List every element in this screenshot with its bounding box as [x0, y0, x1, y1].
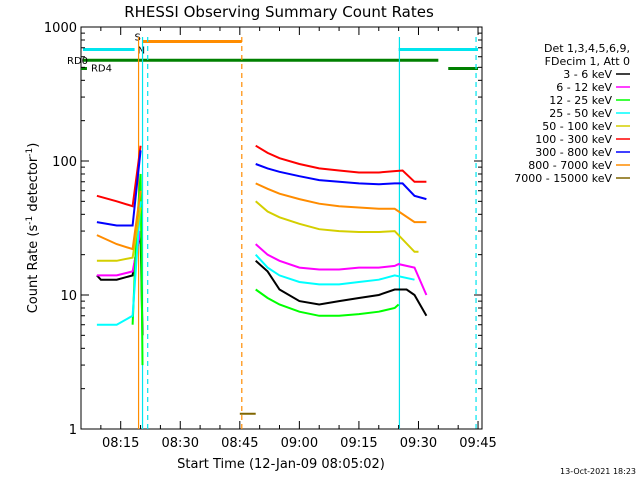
flag-label-rd0: RD0: [67, 56, 88, 67]
x-tick-label: 09:30: [400, 436, 437, 451]
x-tick-label: 09:15: [340, 436, 377, 451]
plot-timestamp: 13-Oct-2021 18:23: [560, 467, 636, 476]
series-line-0-b: [255, 260, 428, 317]
series-line-2-b: [255, 288, 400, 317]
y-axis-label: Count Rate (s-1 detector-1): [25, 143, 41, 314]
y-tick-label: 100: [52, 155, 77, 170]
y-tick-label: 1000: [44, 21, 77, 36]
series-line-6: [96, 150, 142, 227]
legend-entry-label: 12 - 25 keV: [549, 94, 612, 107]
legend-header: FDecim 1, Att 0: [545, 55, 630, 68]
legend-entry-label: 50 - 100 keV: [542, 120, 612, 133]
series-line-5-b: [255, 144, 427, 183]
plot-frame: [80, 26, 483, 430]
x-tick-label: 08:30: [162, 436, 199, 451]
legend-entry-label: 3 - 6 keV: [563, 68, 612, 81]
flag-label-s: S: [135, 32, 141, 43]
legend-entry-label: 100 - 300 keV: [535, 133, 612, 146]
series-line-1-b: [255, 243, 428, 296]
y-axis: 1 10 100 1000: [44, 21, 482, 438]
series-line-5: [96, 145, 142, 208]
x-axis-label: Start Time (12-Jan-09 08:05:02): [177, 457, 385, 472]
legend: Det 1,3,4,5,6,9,FDecim 1, Att 03 - 6 keV…: [514, 42, 630, 185]
chart-title: RHESSI Observing Summary Count Rates: [124, 3, 434, 21]
legend-header: Det 1,3,4,5,6,9,: [544, 42, 630, 55]
legend-entry-label: 300 - 800 keV: [535, 146, 612, 159]
series-line-4-b: [255, 200, 419, 253]
legend-entry-label: 25 - 50 keV: [549, 107, 612, 120]
legend-entry-label: 6 - 12 keV: [556, 81, 612, 94]
x-tick-label: 08:45: [221, 436, 258, 451]
x-tick-label: 09:00: [281, 436, 318, 451]
y-tick-label: 1: [69, 423, 77, 438]
x-tick-label: 08:15: [102, 436, 139, 451]
series-line-4: [96, 207, 142, 262]
x-axis: 08:15 08:30 08:45 09:00 09:15 09:30 09:45: [80, 27, 497, 451]
flag-label-rd4: RD4: [91, 64, 112, 75]
series-line-3-b: [254, 254, 415, 286]
series-line-7-b: [255, 182, 427, 224]
series-line-7: [96, 190, 142, 251]
attenuator-vlines: [137, 37, 477, 429]
y-tick-label: 10: [60, 289, 77, 304]
series-line-3: [96, 201, 142, 326]
legend-entry-label: 7000 - 15000 keV: [514, 172, 612, 185]
flag-label-n: N: [138, 45, 145, 56]
series-group: [96, 144, 428, 415]
legend-entry-label: 800 - 7000 keV: [528, 159, 612, 172]
x-tick-label: 09:45: [459, 436, 496, 451]
series-line-6-b: [255, 163, 427, 201]
